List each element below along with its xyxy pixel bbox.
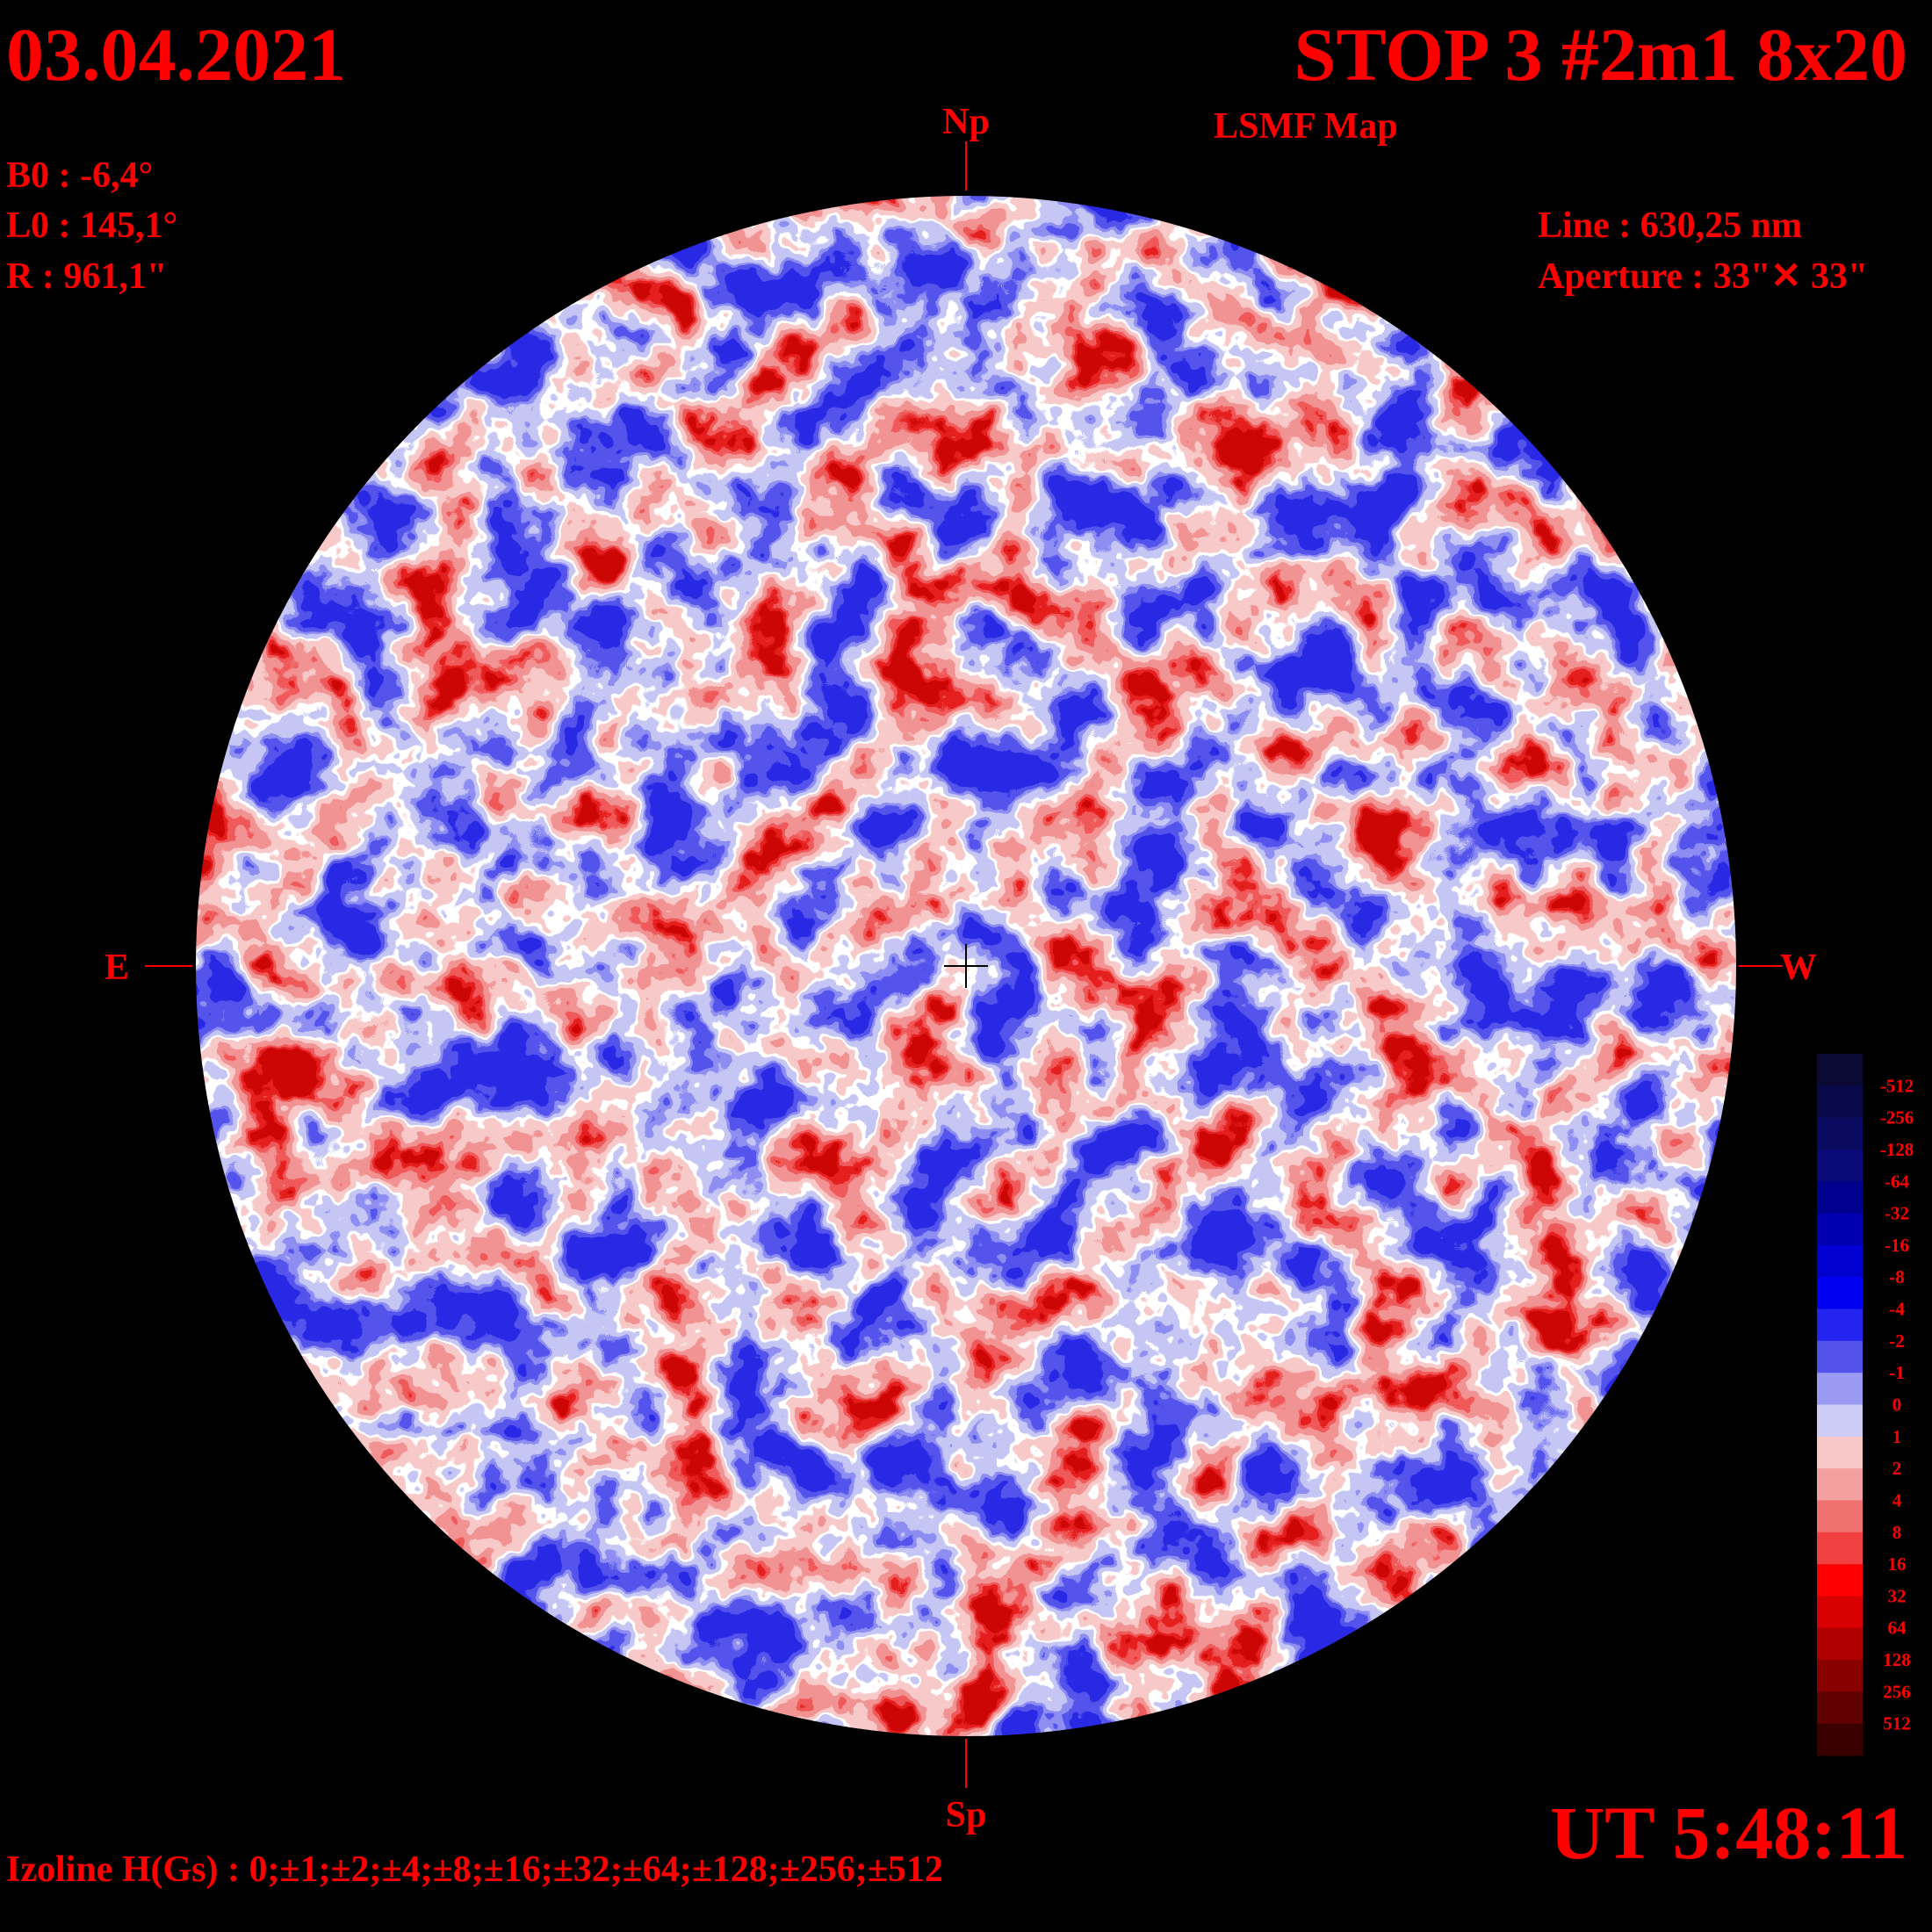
colorbar-swatch bbox=[1817, 1277, 1863, 1310]
colorbar-label: 4 bbox=[1892, 1489, 1902, 1510]
colorbar-swatch bbox=[1817, 1723, 1863, 1756]
time: UT 5:48:11 bbox=[1550, 1791, 1907, 1875]
colorbar-swatch bbox=[1817, 1340, 1863, 1373]
colorbar-swatch bbox=[1817, 1244, 1863, 1278]
colorbar-swatch bbox=[1817, 1054, 1863, 1086]
colorbar-swatch bbox=[1817, 1564, 1863, 1597]
colorbar-label: -1 bbox=[1889, 1362, 1905, 1383]
colorbar-swatch bbox=[1817, 1691, 1863, 1725]
date: 03.04.2021 bbox=[6, 12, 346, 97]
south-label: Sp bbox=[946, 1795, 987, 1835]
north-label: Np bbox=[942, 102, 990, 142]
west-label: W bbox=[1780, 948, 1817, 988]
colorbar: -512 -256 -128 -64 -32 -16 -8 -4 -2 -1 0 1 2 4 8 16 32 64… bbox=[1817, 1054, 1914, 1756]
param: L0 : 145,1° bbox=[6, 205, 177, 246]
colorbar-swatch bbox=[1817, 1085, 1863, 1119]
colorbar-label: 512 bbox=[1883, 1713, 1911, 1734]
colorbar-label: -512 bbox=[1880, 1075, 1914, 1096]
colorbar-label: -4 bbox=[1889, 1299, 1905, 1320]
east-label: E bbox=[105, 948, 129, 988]
param: R : 961,1" bbox=[6, 256, 167, 297]
colorbar-swatch bbox=[1817, 1660, 1863, 1692]
colorbar-swatch bbox=[1817, 1532, 1863, 1565]
colorbar-label: 256 bbox=[1883, 1681, 1911, 1702]
colorbar-label: -8 bbox=[1889, 1266, 1905, 1287]
colorbar-swatch bbox=[1817, 1308, 1863, 1342]
colorbar-swatch bbox=[1817, 1596, 1863, 1629]
colorbar-label: 2 bbox=[1892, 1458, 1902, 1479]
instrument-info: Line : 630,25 nm bbox=[1538, 205, 1802, 246]
colorbar-swatch bbox=[1817, 1213, 1863, 1246]
colorbar-swatch bbox=[1817, 1181, 1863, 1215]
colorbar-label: -32 bbox=[1885, 1203, 1909, 1224]
colorbar-label: 0 bbox=[1892, 1395, 1902, 1416]
subtitle: LSMF Map bbox=[1214, 106, 1398, 147]
colorbar-swatch bbox=[1817, 1468, 1863, 1501]
footer-note: Izoline H(Gs) : 0;±1;±2;±4;±8;±16;±32;±6… bbox=[6, 1849, 943, 1890]
colorbar-swatch bbox=[1817, 1117, 1863, 1150]
colorbar-label: 128 bbox=[1883, 1649, 1911, 1670]
colorbar-swatch bbox=[1817, 1627, 1863, 1661]
colorbar-swatch bbox=[1817, 1500, 1863, 1533]
colorbar-label: -2 bbox=[1889, 1330, 1905, 1352]
colorbar-label: 16 bbox=[1888, 1554, 1907, 1575]
colorbar-label: 64 bbox=[1888, 1618, 1907, 1639]
colorbar-swatch bbox=[1817, 1404, 1863, 1438]
colorbar-label: -16 bbox=[1885, 1235, 1909, 1256]
colorbar-swatch bbox=[1817, 1373, 1863, 1405]
param: B0 : -6,4° bbox=[6, 155, 153, 196]
instrument-info: Aperture : 33"✕ 33" bbox=[1538, 256, 1868, 297]
title: STOP 3 #2m1 8x20 bbox=[1294, 12, 1907, 97]
colorbar-label: 32 bbox=[1888, 1585, 1907, 1606]
colorbar-label: -64 bbox=[1885, 1171, 1909, 1192]
colorbar-swatch bbox=[1817, 1436, 1863, 1469]
center-cross bbox=[944, 944, 988, 988]
colorbar-swatch bbox=[1817, 1149, 1863, 1182]
colorbar-label: 8 bbox=[1892, 1522, 1902, 1543]
colorbar-label: -128 bbox=[1880, 1139, 1914, 1160]
colorbar-label: 1 bbox=[1892, 1426, 1902, 1447]
colorbar-label: -256 bbox=[1880, 1107, 1914, 1128]
